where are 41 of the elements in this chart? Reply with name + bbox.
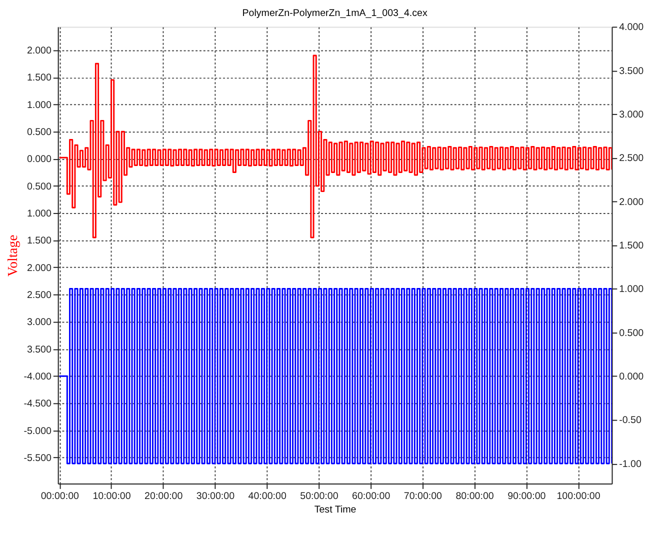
y-tick-label: 1.500 [26, 72, 52, 84]
y-tick-label: 1.000 [26, 208, 52, 220]
chart-title: PolymerZn-PolymerZn_1mA_1_003_4.cex [242, 8, 428, 19]
y-tick-label: -5.500 [24, 452, 52, 464]
x-tick-label: 20:00:00 [144, 490, 184, 502]
y2-tick-label: 3.000 [619, 109, 644, 120]
y2-tick-label: 3.500 [619, 66, 644, 77]
y-tick-label: 3.000 [26, 317, 52, 328]
y2-tick-label: 4.000 [619, 22, 644, 34]
x-tick-label: 80:00:00 [456, 490, 494, 502]
y2-tick-label: 0.500 [619, 328, 644, 339]
y-tick-label: 0.500 [26, 126, 52, 138]
y2-tick-label: 0.000 [619, 372, 644, 383]
y-tick-label: 2.000 [26, 46, 52, 57]
y-tick-label: -4.500 [24, 398, 52, 410]
x-tick-label: 40:00:00 [248, 490, 287, 502]
y2-tick-label: 2.500 [619, 153, 644, 164]
y-tick-label: 1.000 [26, 100, 52, 111]
y2-tick-label: -0.50 [619, 415, 642, 426]
y-tick-label: 3.500 [26, 344, 52, 356]
y2-tick-label: -1.00 [619, 458, 642, 470]
y2-tick-label: 1.000 [619, 284, 644, 296]
x-tick-label: 60:00:00 [352, 490, 391, 502]
y-tick-label: 2.500 [26, 290, 52, 301]
y-tick-label: 1.500 [26, 236, 52, 247]
x-tick-label: 30:00:00 [196, 490, 236, 502]
y2-tick-label: 2.000 [619, 196, 644, 208]
y-tick-label: 2.000 [26, 262, 52, 274]
y-axis-title: Voltage [4, 234, 20, 276]
x-tick-label: 90:00:00 [508, 490, 546, 502]
y-tick-label: 0.500 [26, 181, 52, 192]
x-tick-label: 00:00:00 [40, 490, 80, 502]
y-tick-label: -5.000 [24, 426, 52, 437]
y2-tick-label: 1.500 [619, 240, 644, 252]
x-axis-title: Test Time [314, 504, 357, 516]
x-tick-label: 50:00:00 [300, 490, 339, 502]
y-tick-label: -4.000 [24, 371, 52, 382]
x-tick-label: 100:00:00 [556, 490, 601, 502]
y-tick-label: 0.000 [26, 154, 52, 166]
x-tick-label: 70:00:00 [404, 490, 443, 502]
x-tick-label: 10:00:00 [92, 490, 132, 502]
